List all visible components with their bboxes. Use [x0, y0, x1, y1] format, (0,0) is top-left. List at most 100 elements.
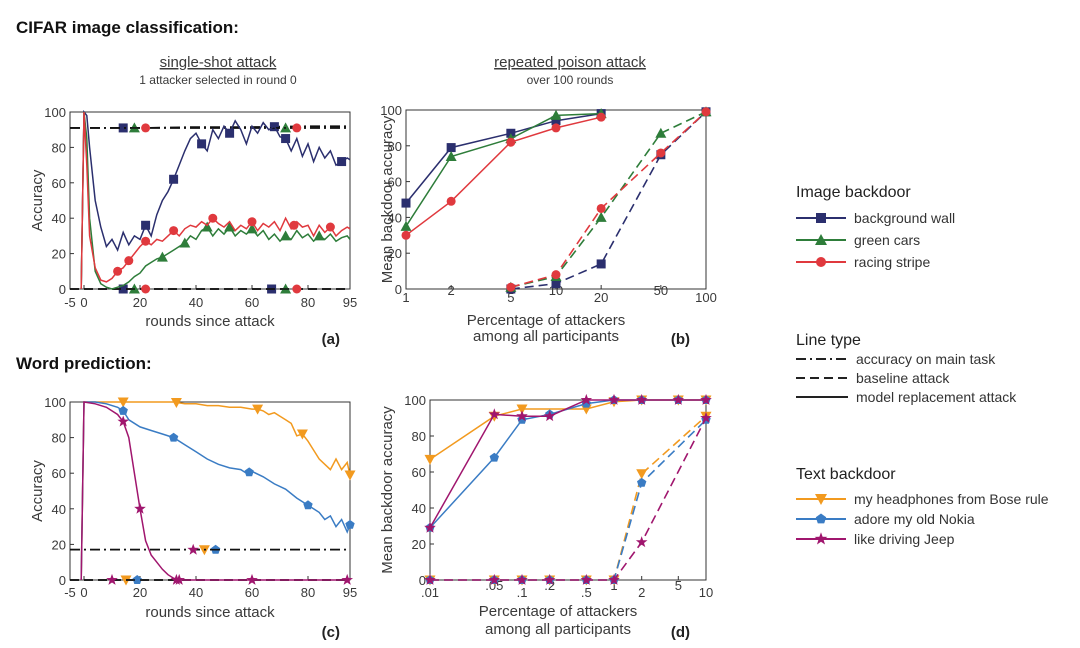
x-axis-label: Percentage of attackers	[479, 603, 637, 620]
y-axis-label: Accuracy	[29, 460, 46, 522]
series-line	[406, 112, 602, 204]
series-line	[430, 419, 706, 581]
data-point	[141, 236, 151, 246]
data-point	[700, 411, 712, 423]
data-point	[173, 573, 185, 585]
plot-frame	[429, 399, 707, 581]
data-point	[672, 393, 685, 405]
data-point	[244, 467, 254, 477]
data-point	[118, 405, 128, 415]
y-tick-label: 40	[412, 501, 426, 516]
series-like-driving-jeep-dashed	[424, 411, 712, 585]
y-tick-label: 100	[404, 393, 426, 408]
series-racing-stripe-solid	[401, 112, 606, 240]
data-point	[169, 174, 179, 184]
x-tick-label: 40	[189, 585, 203, 600]
x-tick-label: -5	[64, 585, 76, 600]
data-point	[134, 502, 146, 514]
data-point	[401, 198, 411, 208]
data-point	[543, 410, 556, 422]
data-point	[516, 410, 528, 422]
y-tick-label: 80	[52, 140, 66, 155]
legend-marker-pentagon-icon	[815, 513, 827, 524]
legend-text-title: Text backdoor	[796, 466, 896, 483]
y-axis-label: Accuracy	[29, 169, 46, 231]
x-tick-label: 40	[189, 295, 203, 310]
panel-label: (b)	[671, 331, 690, 348]
x-tick-label: 5	[675, 578, 682, 593]
data-point	[506, 137, 516, 147]
data-point	[551, 123, 561, 133]
x-tick-label: 1	[402, 290, 409, 305]
data-point	[635, 536, 648, 548]
data-point	[551, 270, 561, 280]
legend-item: adore my old Nokia	[796, 511, 975, 527]
legend-line-type: Line type accuracy on main task baseline …	[796, 332, 1017, 405]
data-point	[118, 284, 128, 294]
data-point	[446, 196, 456, 206]
data-point	[141, 220, 151, 230]
data-point	[292, 284, 302, 294]
data-point	[401, 230, 411, 240]
x-axis-label: rounds since attack	[145, 313, 275, 330]
series-like-driving-jeep-solid	[80, 401, 350, 585]
data-point	[595, 211, 607, 222]
data-point	[247, 217, 257, 227]
data-point	[201, 221, 213, 232]
series-line	[80, 111, 350, 290]
data-point	[424, 521, 436, 533]
data-point	[252, 404, 264, 415]
data-point	[289, 220, 299, 230]
data-point	[156, 251, 168, 262]
legend-item: accuracy on main task	[796, 351, 996, 367]
data-point	[635, 393, 648, 405]
y-tick-label: 0	[59, 282, 66, 297]
x-tick-label: 2	[638, 585, 645, 600]
data-point	[303, 500, 313, 510]
series-line	[406, 112, 602, 227]
data-point	[580, 393, 593, 405]
x-tick-label: .1	[517, 585, 528, 600]
x-tick-label: 100	[695, 290, 717, 305]
x-tick-label: 50	[654, 283, 668, 298]
x-tick-label: 10	[699, 585, 713, 600]
data-point	[344, 470, 356, 481]
data-point	[543, 573, 556, 585]
data-point	[701, 107, 711, 117]
data-point	[488, 573, 501, 585]
data-point	[117, 415, 129, 427]
legend-label: model replacement attack	[856, 389, 1017, 405]
legend-item: baseline attack	[796, 370, 950, 386]
data-point	[345, 519, 355, 529]
y-tick-label: 60	[52, 176, 66, 191]
legend-marker-square-icon	[816, 213, 826, 223]
series-line	[430, 399, 706, 529]
x-tick-label: .5	[581, 585, 592, 600]
x-tick-label: 95	[343, 585, 357, 600]
data-point	[179, 237, 191, 248]
repeated-poison-subtitle: over 100 rounds	[527, 73, 614, 87]
x-tick-label: 0	[80, 585, 87, 600]
data-point	[655, 127, 667, 138]
y-tick-label: 60	[388, 175, 402, 190]
data-point	[117, 397, 129, 408]
data-point	[637, 477, 647, 487]
panel-label: (a)	[322, 331, 340, 348]
series-like-driving-jeep-dash-dot	[70, 543, 350, 555]
series-racing-stripe-solid	[80, 111, 350, 290]
x-axis-label: Percentage of attackers	[467, 312, 625, 329]
data-point	[168, 432, 179, 442]
legend-image-title: Image backdoor	[796, 184, 911, 201]
data-point	[506, 282, 516, 292]
y-tick-label: 80	[388, 139, 402, 154]
y-tick-label: 20	[412, 537, 426, 552]
data-point	[246, 223, 258, 234]
y-tick-label: 0	[419, 573, 426, 588]
series-racing-stripe-dashed	[506, 107, 711, 292]
data-point	[424, 573, 436, 585]
data-point	[488, 408, 501, 420]
